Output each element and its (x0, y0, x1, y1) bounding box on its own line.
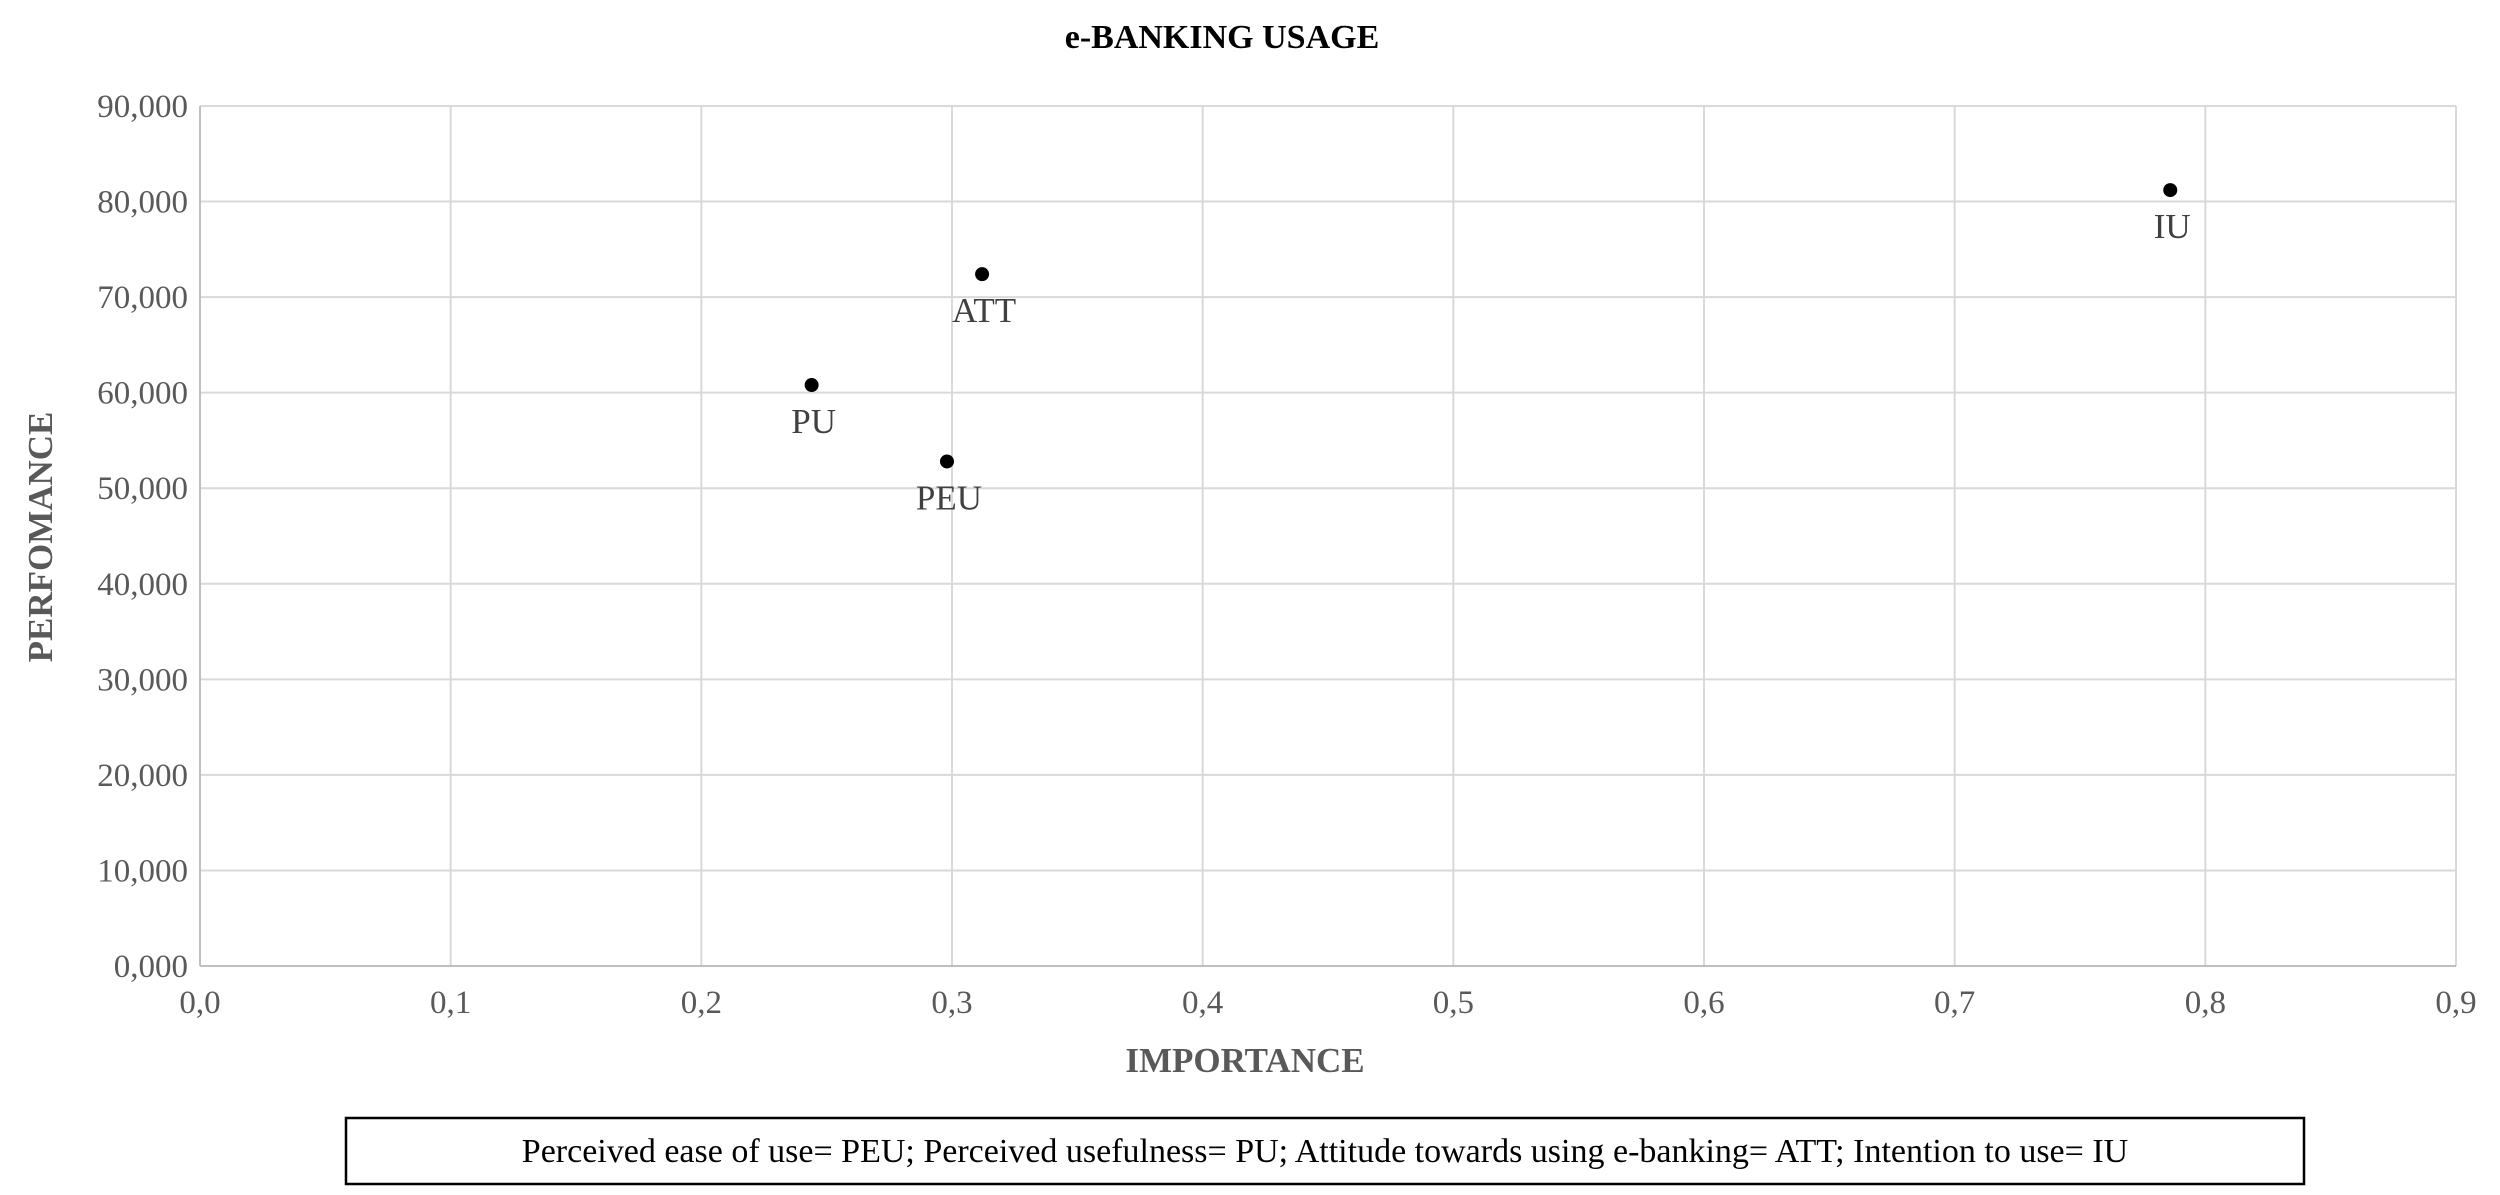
data-point-pu (804, 378, 819, 393)
data-point-peu (939, 454, 954, 469)
x-tick-label: 0,4 (1182, 985, 1223, 1021)
data-label-peu: PEU (916, 478, 982, 517)
data-label-pu: PU (791, 402, 836, 441)
y-tick-label: 0,000 (114, 949, 188, 985)
x-tick-label: 0,7 (1934, 985, 1975, 1021)
x-tick-label: 0,8 (2185, 985, 2226, 1021)
data-points: PU PEU ATT IU (791, 183, 2191, 517)
footnote-text: Perceived ease of use= PEU; Perceived us… (522, 1133, 2128, 1170)
axes (199, 106, 2456, 967)
y-tick-label: 50,000 (97, 471, 188, 507)
data-label-att: ATT (952, 291, 1016, 330)
footnote: Perceived ease of use= PEU; Perceived us… (344, 1116, 2306, 1186)
gridlines (200, 105, 2457, 966)
y-tick-label: 90,000 (97, 89, 188, 125)
x-tick-label: 0,1 (430, 985, 471, 1021)
y-axis-title: PERFOMANCE (21, 412, 60, 663)
data-point-iu (2163, 183, 2178, 198)
y-tick-label: 20,000 (97, 758, 188, 794)
x-tick-label: 0,9 (2435, 985, 2476, 1021)
x-tick-label: 0,0 (179, 985, 220, 1021)
x-axis-title: IMPORTANCE (1125, 1041, 1364, 1080)
x-tick-label: 0,3 (931, 985, 972, 1021)
y-tick-label: 10,000 (97, 853, 188, 889)
x-tick-label: 0,6 (1683, 985, 1724, 1021)
footnote-box (344, 1116, 2306, 1186)
data-point-att (975, 267, 990, 282)
y-tick-label: 70,000 (97, 280, 188, 316)
chart-title: e-BANKING USAGE (1065, 19, 1380, 56)
y-tick-label: 80,000 (97, 185, 188, 221)
data-label-iu: IU (2154, 207, 2191, 246)
y-tick-label: 30,000 (97, 662, 188, 698)
x-tick-label: 0,5 (1433, 985, 1474, 1021)
y-tick-label: 40,000 (97, 567, 188, 603)
x-tick-label: 0,2 (681, 985, 722, 1021)
y-axis-tick-labels: 0,000 10,000 20,000 30,000 40,000 50,000 60,00… (97, 89, 188, 985)
y-tick-label: 60,000 (97, 376, 188, 412)
x-axis-tick-labels: 0,0 0,1 0,2 0,3 0,4 0,5 0,6 0,7 0,8 0,9 (179, 985, 2476, 1021)
